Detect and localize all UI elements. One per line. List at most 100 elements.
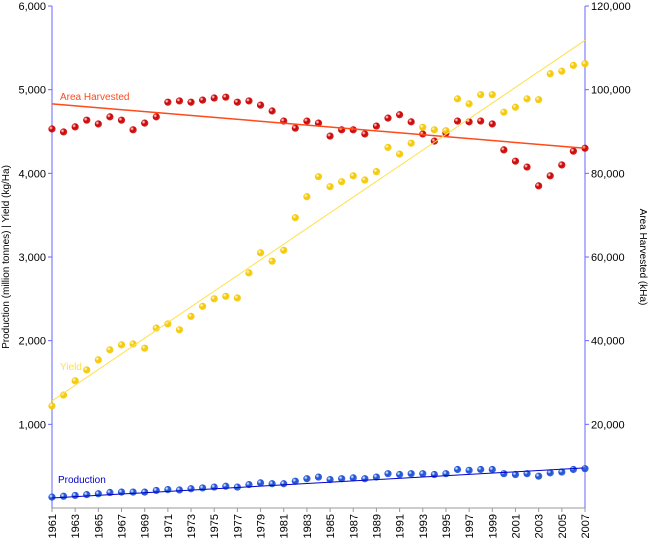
x-tick-label: 1989 [371,514,383,538]
x-tick-label: 1979 [256,514,268,538]
data-point [199,96,207,104]
y2-tick-label: 40,000 [591,336,625,348]
x-tick-label: 2001 [510,514,522,538]
data-point [164,98,172,106]
data-point [291,214,299,222]
data-point [535,96,543,104]
data-point [303,475,311,483]
data-point [152,324,160,332]
y-tick-label: 4,000 [18,168,46,180]
data-point [48,493,56,501]
data-point [94,490,102,498]
data-point [407,470,415,478]
data-point [430,470,438,479]
data-point [349,126,357,134]
data-point [129,340,137,348]
x-tick-label: 1971 [163,514,175,538]
data-point [558,468,566,476]
data-point [245,97,253,105]
data-point [372,473,381,481]
data-point [546,70,554,78]
data-point [268,257,276,265]
data-point [83,491,91,499]
data-point [465,100,473,108]
y2-tick-label: 80,000 [591,168,625,180]
data-point [117,116,126,124]
y2-tick-label: 100,000 [591,85,631,97]
data-point [453,117,462,125]
data-point [314,473,323,481]
x-tick-label: 1965 [93,514,105,538]
data-point [488,120,496,128]
x-tick-label: 1997 [464,514,476,538]
data-point [199,484,207,492]
y-tick-label: 2,000 [18,336,46,348]
y2-tick-label: 120,000 [591,1,631,13]
data-point [187,312,195,321]
data-point [453,95,462,103]
trend-line [51,467,586,499]
data-point [187,485,195,493]
data-point [338,178,346,186]
series-label: Area Harvested [60,92,129,103]
data-point [175,97,184,105]
data-point [488,91,496,99]
data-point [372,168,381,176]
trend-line [51,103,586,149]
data-point [349,474,357,482]
data-point [442,127,450,135]
data-point [477,117,485,125]
series-label: Yield [60,362,82,373]
data-point [175,326,184,334]
data-point [280,246,288,254]
data-point [326,183,334,191]
x-tick-label: 1991 [395,514,407,538]
data-point [384,470,392,478]
x-tick-label: 1969 [140,514,152,538]
x-tick-label: 1985 [325,514,337,538]
trend-line [51,39,586,402]
data-point [233,98,241,106]
data-point [569,147,578,155]
data-point [581,60,589,68]
data-point [430,126,438,134]
x-tick-label: 2003 [534,514,546,538]
y-tick-label: 1,000 [18,419,46,431]
data-point [175,486,184,494]
data-point [106,346,114,354]
data-point [396,111,404,119]
data-point [546,172,554,180]
data-point [396,150,404,158]
data-point [280,480,288,488]
x-tick-label: 1995 [441,514,453,538]
data-point [326,475,334,484]
y2-axis-title: Area Harvested (kHa) [637,209,648,306]
data-point [511,157,520,165]
data-point [199,302,207,310]
data-point [314,119,323,127]
data-point [569,61,578,70]
data-point [71,377,79,385]
data-point [83,366,91,374]
data-point [361,130,369,138]
data-point [268,107,276,115]
data-point [71,123,79,131]
data-point [256,101,265,109]
series-label: Production [58,475,106,486]
y-tick-label: 5,000 [18,85,46,97]
data-point [546,469,554,477]
x-tick-label: 1983 [302,514,314,538]
x-tick-label: 1975 [209,514,221,538]
data-point [59,391,68,399]
data-point [384,143,392,151]
data-point [83,116,91,124]
x-tick-label: 1987 [348,514,360,538]
data-point [523,95,531,103]
data-point [117,341,126,349]
x-tick-label: 1999 [487,514,499,538]
x-tick-label: 2007 [580,514,592,538]
data-point [558,161,566,169]
data-point [164,485,172,494]
